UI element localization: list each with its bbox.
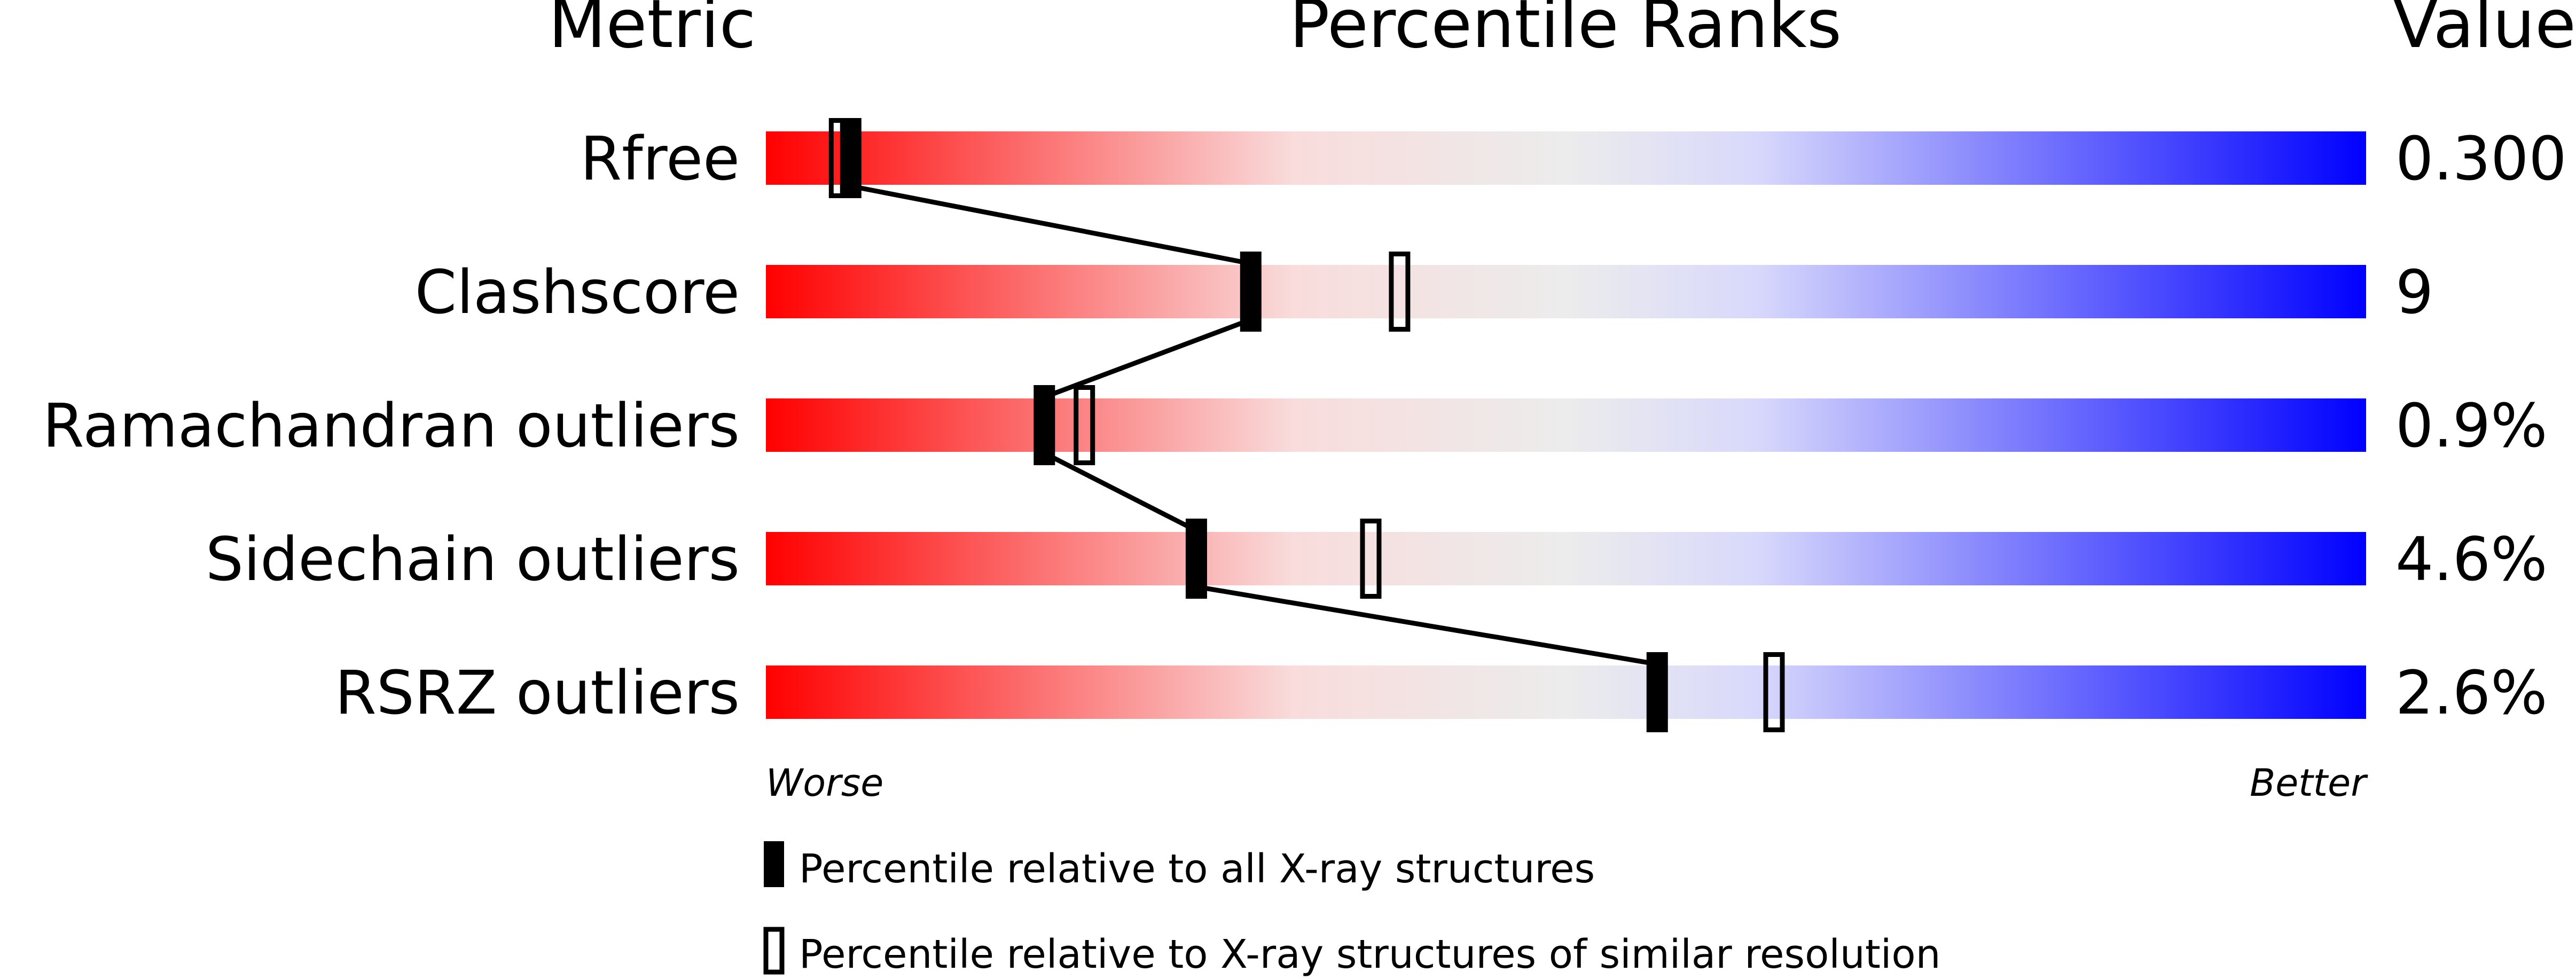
marker-all-structures bbox=[1185, 519, 1207, 599]
marker-similar-resolution bbox=[1074, 385, 1095, 465]
metric-label: Ramachandran outliers bbox=[43, 391, 740, 461]
legend-filled-marker bbox=[764, 841, 784, 887]
percentile-bar bbox=[766, 265, 2366, 318]
metric-label: RSRZ outliers bbox=[335, 659, 740, 728]
metric-row: Clashscore 9 bbox=[415, 252, 2433, 332]
metric-label: Clashscore bbox=[415, 258, 740, 327]
percentile-bar bbox=[766, 665, 2366, 719]
metric-label: Sidechain outliers bbox=[206, 525, 740, 594]
marker-similar-resolution bbox=[1389, 252, 1411, 332]
marker-all-structures bbox=[1646, 652, 1668, 732]
legend-label-similar: Percentile relative to X-ray structures … bbox=[799, 931, 1941, 977]
metric-row: Rfree 0.300 bbox=[580, 118, 2567, 198]
header-percentile-ranks: Percentile Ranks bbox=[1289, 0, 1842, 63]
metric-label: Rfree bbox=[580, 124, 740, 194]
percentile-bar bbox=[766, 398, 2366, 452]
legend: Percentile relative to all X-ray structu… bbox=[763, 841, 1941, 977]
marker-all-structures bbox=[1240, 252, 1262, 332]
metric-row: RSRZ outliers 2.6% bbox=[335, 652, 2548, 732]
metric-value: 9 bbox=[2395, 258, 2433, 327]
legend-label-all: Percentile relative to all X-ray structu… bbox=[799, 846, 1595, 892]
legend-open-marker bbox=[763, 927, 785, 975]
metric-value: 2.6% bbox=[2395, 659, 2548, 728]
percentile-bar bbox=[766, 532, 2366, 585]
marker-all-structures bbox=[1033, 385, 1055, 465]
metric-row: Sidechain outliers 4.6% bbox=[206, 519, 2548, 599]
header-metric: Metric bbox=[549, 0, 756, 63]
axis-label-worse: Worse bbox=[766, 761, 883, 805]
metric-value: 0.9% bbox=[2395, 391, 2548, 461]
marker-similar-resolution bbox=[1360, 519, 1382, 599]
metric-value: 0.300 bbox=[2395, 124, 2567, 194]
connector-line bbox=[850, 184, 1251, 266]
connector-line bbox=[1043, 317, 1252, 400]
axis-label-better: Better bbox=[2250, 761, 2368, 805]
connector-line bbox=[1043, 451, 1197, 533]
header-value: Value bbox=[2393, 0, 2576, 63]
metric-value: 4.6% bbox=[2395, 525, 2548, 594]
connector-line bbox=[1196, 584, 1658, 667]
metric-row: Ramachandran outliers 0.9% bbox=[43, 385, 2548, 465]
percentile-bar bbox=[766, 131, 2366, 185]
marker-similar-resolution bbox=[1763, 652, 1785, 732]
marker-all-structures bbox=[840, 118, 862, 198]
